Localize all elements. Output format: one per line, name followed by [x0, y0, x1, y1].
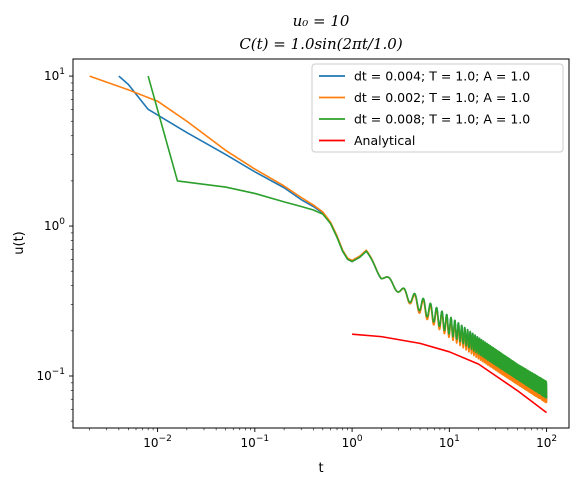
- y-axis-ticks: 10−1 100 101: [36, 67, 73, 422]
- legend-label-2: dt = 0.008; T = 1.0; A = 1.0: [354, 112, 530, 127]
- x-tick-label: 100: [342, 434, 363, 450]
- x-tick-label: 10−1: [241, 434, 270, 450]
- series-line-3: [352, 333, 548, 414]
- x-axis-label: t: [318, 461, 323, 476]
- y-tick-label: 100: [44, 217, 65, 233]
- x-tick-label: 10−2: [143, 434, 172, 450]
- plot-frame: [72, 58, 570, 429]
- x-tick-label: 102: [536, 434, 557, 450]
- chart-title-line-2: C(t) = 1.0sin(2πt/1.0): [239, 35, 403, 53]
- legend-box: [311, 63, 564, 153]
- y-tick-label: 101: [44, 67, 65, 83]
- series-layer: [89, 75, 548, 414]
- x-axis-ticks: 10−2 10−1 100 101 102: [89, 428, 557, 450]
- chart-title-line-1: u₀ = 10: [293, 12, 350, 30]
- legend: dt = 0.004; T = 1.0; A = 1.0 dt = 0.002; …: [311, 63, 564, 153]
- y-tick-label: 10−1: [36, 367, 65, 383]
- series-line-2: [147, 75, 548, 399]
- legend-label-1: dt = 0.002; T = 1.0; A = 1.0: [354, 90, 530, 105]
- y-axis-label: u(t): [12, 231, 27, 254]
- legend-label-3: Analytical: [354, 133, 415, 148]
- x-tick-label: 101: [439, 434, 460, 450]
- legend-label-0: dt = 0.004; T = 1.0; A = 1.0: [354, 69, 530, 84]
